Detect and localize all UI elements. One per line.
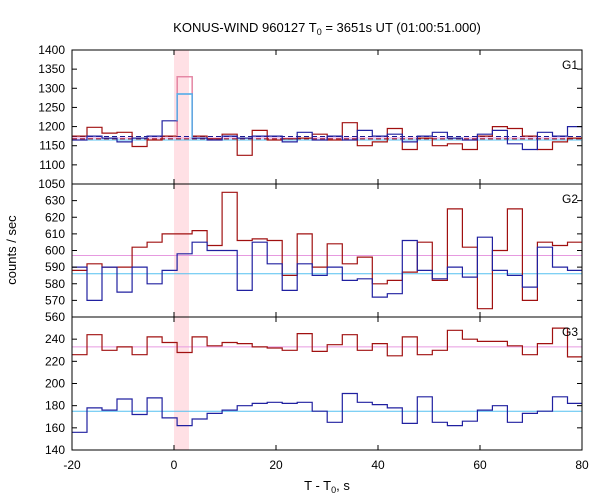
highlight-bin [176,93,193,139]
series-step-line [72,93,583,151]
y-tick-label: 1250 [38,100,65,114]
panel-g2: 560 570 580 590 600 610 620 630 G2 [45,183,583,324]
x-tick-label: -20 [63,458,81,472]
panel-frame [71,49,583,185]
title-prefix: KONUS-WIND 960127 T [173,20,317,35]
x-tick-label: 80 [575,458,589,472]
title-suffix: = 3651s UT (01:00:51.000) [322,20,481,35]
y-tick-label: 1200 [38,120,65,134]
x-tick-label: 20 [269,458,283,472]
title-subscript: 0 [317,27,322,37]
plot-area: 10501100115012001250130013501400G1560570… [38,43,589,472]
x-axis-label: T - T0, s [304,478,350,495]
y-tick-label: 240 [45,332,65,346]
x-tick-label: 40 [371,458,385,472]
series-step-line [72,76,583,156]
x-tick-label: 60 [473,458,487,472]
y-tick-label: 1350 [38,62,65,76]
y-tick-label: 620 [45,210,65,224]
y-tick-label: 560 [45,310,65,324]
y-axis-label: counts / sec [4,215,19,285]
highlight-band [174,50,190,450]
y-tick-label: 160 [45,421,65,435]
y-tick-label: 180 [45,399,65,413]
y-tick-label: 220 [45,354,65,368]
chart-title: KONUS-WIND 960127 T0 = 3651s UT (01:00:5… [173,20,481,37]
x-label-suffix: , s [336,478,350,493]
y-tick-label: 1400 [38,43,65,57]
x-label-subscript: 0 [331,485,336,495]
y-tick-label: 630 [45,194,65,208]
series-step-line [72,236,583,301]
y-tick-label: 1050 [38,177,65,191]
y-tick-label: 1100 [39,158,65,172]
x-tick-label: 0 [171,458,178,472]
y-tick-label: 200 [45,377,65,391]
y-tick-label: 580 [45,277,65,291]
y-tick-label: 610 [45,227,65,241]
series-step-line [72,327,583,358]
y-tick-label: 590 [45,260,65,274]
series-step-line [72,392,583,433]
y-tick-label: 1150 [39,139,65,153]
panel-label: G2 [562,192,578,206]
y-tick-label: 140 [45,443,65,457]
y-tick-label: 1300 [38,81,65,95]
panel-g3: 140 160 180 200 220 240 G3 [45,316,583,457]
series-step-line [72,191,583,310]
y-tick-label: 570 [45,293,65,307]
panel-label: G1 [562,58,578,72]
panel-label: G3 [562,325,578,339]
panel-g1: 1050 1100 1150 1200 1250 1300 1350 1400 G1 [38,43,583,191]
y-tick-label: 600 [45,244,65,258]
x-label-prefix: T - T [304,478,331,493]
